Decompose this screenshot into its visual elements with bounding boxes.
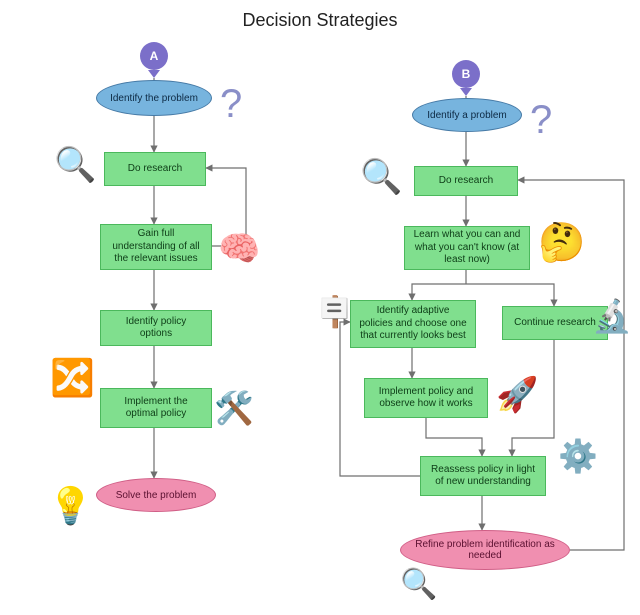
tools-icon: 🛠️	[214, 392, 254, 424]
node-B-refine: Refine problem identification as needed	[400, 530, 570, 570]
node-A-gain: Gain full understanding of all the relev…	[100, 224, 212, 270]
node-A-options: Identify policy options	[100, 310, 212, 346]
node-A-impl: Implement the optimal policy	[100, 388, 212, 428]
signpost-icon: 🪧	[316, 298, 353, 328]
node-A-solve: Solve the problem	[96, 478, 216, 512]
diagram-title: Decision Strategies	[0, 10, 640, 31]
node-A-research: Do research	[104, 152, 206, 186]
question-mark-icon: ?	[530, 100, 552, 140]
person-gears-icon: ⚙️	[558, 440, 598, 472]
rocket-icon: 🚀	[496, 378, 538, 412]
magnifier-question-icon: 🔍	[400, 570, 437, 600]
pin-label: B	[452, 60, 480, 88]
node-B-start: Identify a problem	[412, 98, 522, 132]
node-A-start: Identify the problem	[96, 80, 212, 116]
node-B-learn: Learn what you can and what you can't kn…	[404, 226, 530, 270]
node-B-reassess: Reassess policy in light of new understa…	[420, 456, 546, 496]
node-B-adaptive: Identify adaptive policies and choose on…	[350, 300, 476, 348]
pin-A: A	[140, 42, 168, 78]
person-thinking-icon: 🤔	[538, 224, 585, 262]
magnifier-icon: 🔍	[360, 160, 402, 194]
magnifier-icon: 🔍	[54, 148, 96, 182]
lightbulb-icon: 💡	[48, 488, 93, 524]
question-mark-icon: ?	[220, 84, 242, 124]
arrows-icon: 🔀	[50, 360, 95, 396]
brain-icon: 🧠	[218, 232, 260, 266]
microscope-icon: 🔬	[592, 300, 632, 332]
pin-label: A	[140, 42, 168, 70]
node-B-implement: Implement policy and observe how it work…	[364, 378, 488, 418]
pin-B: B	[452, 60, 480, 96]
node-B-research: Do research	[414, 166, 518, 196]
